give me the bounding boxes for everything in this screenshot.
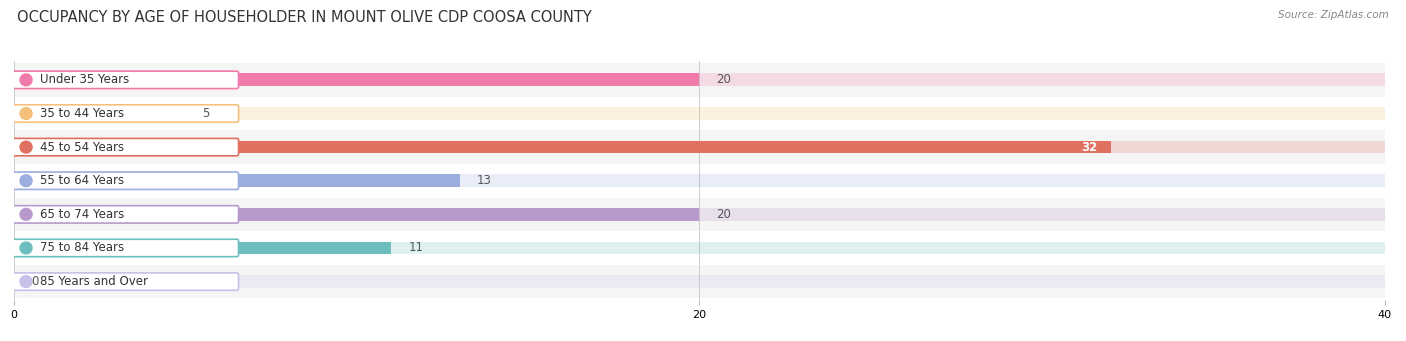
Bar: [14, 275, 1385, 288]
Text: 11: 11: [408, 241, 423, 254]
Bar: [14, 73, 700, 86]
Text: 85 Years and Over: 85 Years and Over: [39, 275, 148, 288]
Text: 75 to 84 Years: 75 to 84 Years: [39, 241, 124, 254]
Bar: [14, 208, 700, 221]
Bar: [0, 130, 1406, 164]
Circle shape: [20, 276, 32, 287]
FancyBboxPatch shape: [13, 105, 239, 122]
Bar: [14, 174, 460, 187]
Text: 0: 0: [31, 275, 38, 288]
FancyBboxPatch shape: [13, 239, 239, 257]
Bar: [0, 265, 1406, 298]
Bar: [0, 197, 1406, 231]
Text: 32: 32: [1081, 140, 1097, 153]
Bar: [0, 97, 1406, 130]
Text: 20: 20: [717, 208, 731, 221]
Circle shape: [20, 175, 32, 187]
Bar: [14, 208, 1385, 221]
Text: 55 to 64 Years: 55 to 64 Years: [39, 174, 124, 187]
Text: 65 to 74 Years: 65 to 74 Years: [39, 208, 124, 221]
Text: 13: 13: [477, 174, 492, 187]
Circle shape: [20, 208, 32, 220]
Bar: [14, 73, 1385, 86]
FancyBboxPatch shape: [13, 172, 239, 190]
FancyBboxPatch shape: [13, 273, 239, 290]
Bar: [14, 241, 1385, 254]
Text: 35 to 44 Years: 35 to 44 Years: [39, 107, 124, 120]
Bar: [0, 63, 1406, 97]
FancyBboxPatch shape: [13, 206, 239, 223]
Bar: [0, 231, 1406, 265]
Bar: [14, 141, 1111, 153]
Circle shape: [20, 141, 32, 153]
Bar: [14, 141, 1385, 153]
Circle shape: [20, 74, 32, 86]
Circle shape: [20, 108, 32, 119]
FancyBboxPatch shape: [13, 138, 239, 156]
Bar: [14, 174, 1385, 187]
Circle shape: [20, 242, 32, 254]
Text: Under 35 Years: Under 35 Years: [39, 73, 129, 86]
Bar: [14, 107, 1385, 120]
FancyBboxPatch shape: [13, 71, 239, 89]
Text: 5: 5: [202, 107, 209, 120]
Bar: [0, 164, 1406, 197]
Text: 45 to 54 Years: 45 to 54 Years: [39, 140, 124, 153]
Bar: [14, 107, 186, 120]
Text: OCCUPANCY BY AGE OF HOUSEHOLDER IN MOUNT OLIVE CDP COOSA COUNTY: OCCUPANCY BY AGE OF HOUSEHOLDER IN MOUNT…: [17, 10, 592, 25]
Text: Source: ZipAtlas.com: Source: ZipAtlas.com: [1278, 10, 1389, 20]
Bar: [14, 241, 391, 254]
Text: 20: 20: [717, 73, 731, 86]
